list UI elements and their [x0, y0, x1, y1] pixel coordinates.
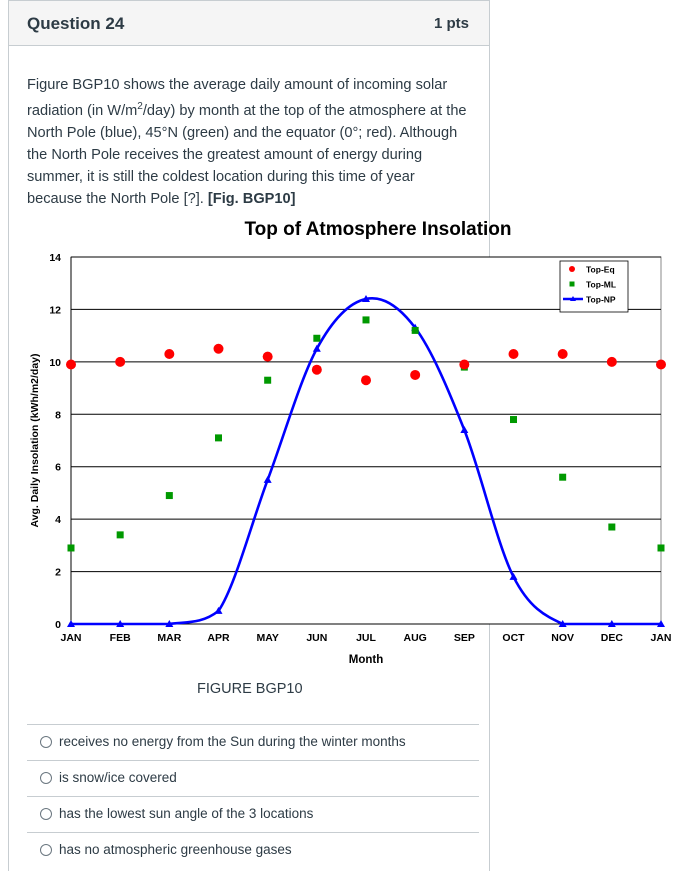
question-text-part-2: /day) by month at the top of the atmosph… — [27, 102, 467, 207]
question-card: Question 24 1 pts Figure BGP10 shows the… — [8, 0, 490, 871]
figure-reference: [Fig. BGP10] — [207, 190, 296, 207]
data-point-top-eq — [557, 348, 568, 359]
data-point-top-np — [214, 606, 223, 614]
answer-label: receives no energy from the Sun during t… — [59, 734, 406, 749]
y-tick-label: 12 — [49, 304, 61, 316]
data-point-top-np — [312, 344, 321, 352]
data-point-top-np — [657, 620, 665, 627]
radio-button[interactable] — [40, 844, 52, 856]
data-point-top-ml — [559, 473, 567, 481]
question-points: 1 pts — [433, 15, 469, 32]
answer-option[interactable]: has no atmospheric greenhouse gases — [27, 832, 479, 868]
legend: Top-Eq Top-ML Top-NP — [559, 260, 629, 313]
question-title: Question 24 — [27, 14, 125, 33]
x-tick-label: JAN — [60, 632, 81, 644]
figure-caption: FIGURE BGP10 — [197, 681, 303, 697]
radio-button[interactable] — [40, 736, 52, 748]
answer-option[interactable]: receives no energy from the Sun during t… — [27, 724, 479, 760]
x-tick-label: AUG — [403, 632, 426, 644]
legend-marker-eq — [569, 266, 575, 272]
x-tick-label: MAR — [157, 632, 181, 644]
data-point-top-ml — [657, 544, 665, 552]
data-point-top-ml — [411, 326, 419, 334]
legend-marker-np — [570, 296, 576, 301]
x-tick-label: NOV — [551, 632, 574, 644]
data-point-top-eq — [164, 348, 175, 359]
data-point-top-ml — [67, 544, 75, 552]
legend-label: Top-ML — [586, 280, 616, 290]
insolation-chart: Top of Atmosphere Insolation 0 2 4 6 8 10 12 14 J… — [0, 212, 678, 672]
data-point-top-eq — [361, 375, 371, 386]
y-tick-label: 14 — [49, 252, 61, 264]
answer-label: has the lowest sun angle of the 3 locati… — [59, 806, 314, 821]
data-point-top-np — [460, 426, 469, 434]
y-tick-label: 4 — [55, 514, 61, 526]
data-point-top-np — [509, 572, 518, 580]
question-text: Figure BGP10 shows the average daily amo… — [27, 74, 472, 210]
data-point-top-ml — [116, 531, 124, 539]
answer-option[interactable]: has the lowest sun angle of the 3 locati… — [27, 796, 479, 832]
data-point-top-eq — [656, 359, 666, 370]
data-point-top-np — [263, 475, 272, 483]
data-point-top-ml — [608, 523, 616, 531]
data-point-top-eq — [115, 356, 126, 367]
x-tick-label: APR — [207, 632, 230, 644]
y-tick-label: 6 — [55, 462, 61, 474]
y-tick-label: 10 — [49, 357, 61, 369]
data-point-top-eq — [311, 364, 322, 375]
answer-option[interactable]: is snow/ice covered — [27, 760, 479, 796]
data-point-top-np — [67, 620, 75, 627]
data-point-top-eq — [410, 369, 421, 380]
legend-label: Top-NP — [586, 295, 616, 305]
data-point-top-ml — [313, 334, 321, 342]
x-tick-label: FEB — [110, 632, 131, 644]
data-point-top-np — [607, 620, 616, 627]
data-point-top-np — [362, 294, 370, 302]
data-point-top-ml — [165, 492, 173, 500]
data-point-top-eq — [606, 356, 617, 367]
radio-button[interactable] — [40, 808, 52, 820]
data-point-top-ml — [510, 416, 517, 424]
x-tick-label: JAN — [650, 632, 671, 644]
data-point-top-eq — [459, 359, 470, 370]
answer-label: is snow/ice covered — [59, 770, 177, 785]
data-point-top-np — [165, 620, 174, 627]
data-point-top-eq — [508, 348, 519, 359]
data-point-top-eq — [213, 343, 224, 354]
y-tick-label: 8 — [55, 409, 61, 421]
legend-label: Top-Eq — [586, 265, 615, 275]
x-tick-label: JUN — [306, 632, 327, 644]
answer-label: has no atmospheric greenhouse gases — [59, 842, 292, 857]
question-text-part-1: Figure BGP10 shows the average daily amo… — [27, 77, 448, 119]
radio-button[interactable] — [40, 772, 52, 784]
x-tick-label: JUL — [356, 632, 376, 644]
data-point-top-ml — [362, 316, 370, 324]
data-point-top-ml — [264, 376, 272, 384]
y-tick-label: 0 — [55, 619, 61, 631]
legend-marker-ml — [569, 281, 575, 287]
x-tick-label: MAY — [256, 632, 278, 644]
y-axis-label: Avg. Daily Insolation (kWh/m2/day) — [29, 353, 41, 527]
x-axis-label: Month — [349, 654, 383, 666]
data-point-top-eq — [66, 359, 76, 370]
data-point-top-np — [116, 620, 125, 627]
answer-list: receives no energy from the Sun during t… — [27, 724, 479, 868]
question-header: Question 24 1 pts — [9, 0, 489, 46]
x-tick-label: SEP — [454, 632, 475, 644]
chart-title: Top of Atmosphere Insolation — [244, 219, 511, 240]
data-point-top-np — [558, 620, 567, 627]
data-point-top-ml — [215, 434, 222, 442]
chart-svg: Top of Atmosphere Insolation 0 2 4 6 8 10 12 14 J… — [29, 219, 672, 666]
x-tick-label: DEC — [601, 632, 624, 644]
y-tick-label: 2 — [55, 567, 61, 579]
question-text-superscript: 2 — [137, 101, 143, 112]
x-tick-label: OCT — [502, 632, 525, 644]
data-point-top-eq — [262, 351, 273, 362]
